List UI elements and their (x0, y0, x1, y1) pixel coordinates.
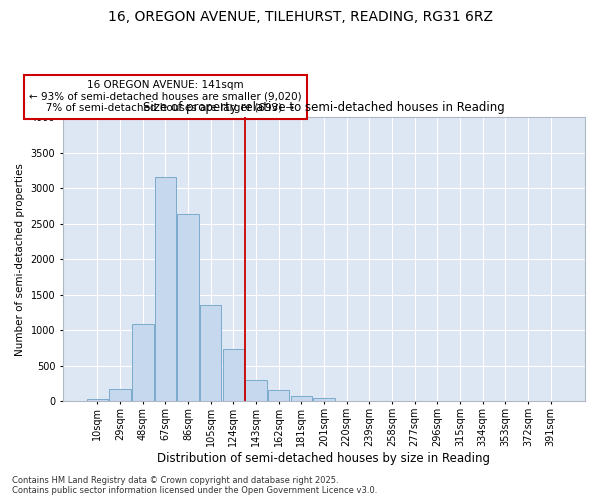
Text: 16 OREGON AVENUE: 141sqm
← 93% of semi-detached houses are smaller (9,020)
   7%: 16 OREGON AVENUE: 141sqm ← 93% of semi-d… (29, 80, 302, 114)
Bar (245, 380, 267, 402)
Text: Contains HM Land Registry data © Crown copyright and database right 2025.
Contai: Contains HM Land Registry data © Crown c… (12, 476, 377, 495)
Title: Size of property relative to semi-detached houses in Reading: Size of property relative to semi-detach… (143, 102, 505, 114)
Bar (86, 400, 108, 402)
Bar (200, 306, 221, 402)
Bar (313, 398, 335, 402)
Bar (268, 390, 289, 402)
Bar (223, 349, 244, 402)
Bar (290, 396, 312, 402)
Bar (109, 390, 131, 402)
Y-axis label: Number of semi-detached properties: Number of semi-detached properties (15, 163, 25, 356)
X-axis label: Distribution of semi-detached houses by size in Reading: Distribution of semi-detached houses by … (157, 452, 490, 465)
Text: 16, OREGON AVENUE, TILEHURST, READING, RG31 6RZ: 16, OREGON AVENUE, TILEHURST, READING, R… (107, 10, 493, 24)
Bar (155, 178, 176, 402)
Bar (177, 214, 199, 402)
Bar (336, 400, 358, 402)
Bar (132, 324, 154, 402)
